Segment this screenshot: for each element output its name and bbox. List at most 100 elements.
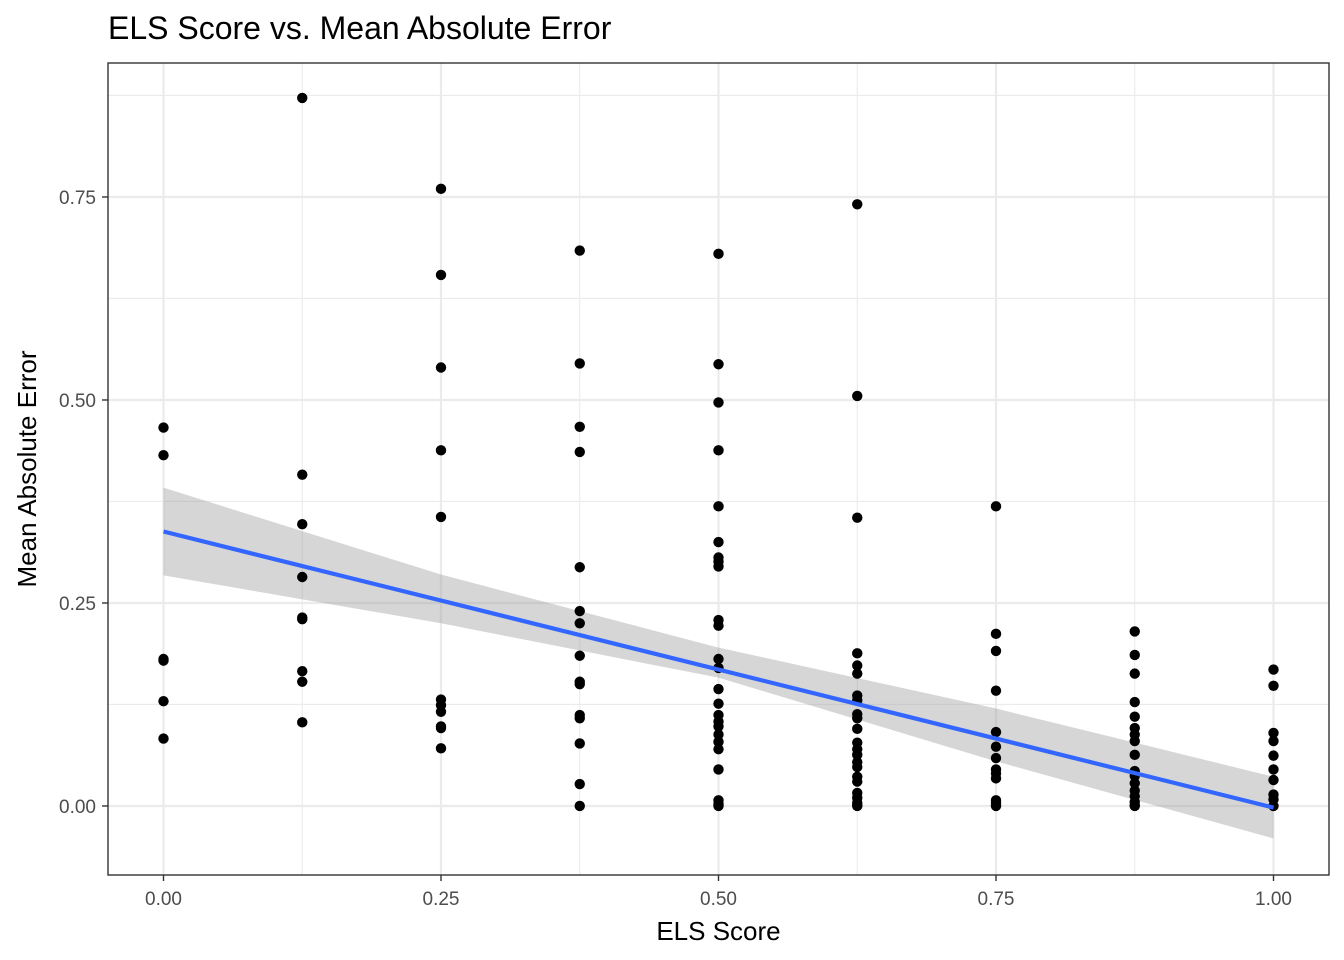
data-point [435, 445, 447, 456]
data-point [713, 536, 724, 548]
data-point [713, 736, 724, 748]
data-point [713, 764, 724, 775]
y-tick-label: 0.50 [59, 391, 96, 412]
data-point [990, 752, 1002, 764]
y-axis: 0.00 0.25 0.50 0.75 [59, 188, 108, 818]
data-point [297, 519, 308, 530]
data-point [990, 628, 1002, 640]
data-point [1268, 680, 1279, 692]
data-point [852, 749, 863, 761]
data-point [852, 660, 863, 671]
data-point [574, 562, 585, 573]
data-point [297, 571, 308, 583]
data-point [435, 269, 447, 281]
x-tick-label: 0.25 [423, 889, 460, 910]
y-axis-title: Mean Absolute Error [12, 350, 42, 587]
data-point [852, 668, 863, 679]
data-point [713, 248, 724, 260]
data-point [713, 445, 724, 456]
data-point [713, 743, 724, 755]
data-point [713, 397, 724, 408]
data-point [435, 511, 447, 523]
data-point [713, 683, 724, 695]
data-point [1129, 800, 1140, 812]
data-point [1268, 764, 1279, 775]
data-point [990, 800, 1002, 812]
y-tick-label: 0.00 [59, 797, 96, 818]
data-point [158, 733, 169, 744]
data-point [1268, 750, 1279, 761]
data-point [574, 713, 585, 724]
data-point [852, 776, 863, 787]
data-point [852, 723, 863, 735]
data-point [852, 800, 863, 812]
x-axis: 0.00 0.25 0.50 0.75 1.00 [145, 875, 1292, 910]
data-point [435, 706, 447, 717]
data-point [990, 501, 1002, 512]
data-points [158, 92, 1279, 812]
x-axis-title: ELS Score [656, 916, 780, 946]
data-point [1129, 649, 1140, 661]
data-point [435, 183, 447, 195]
data-point [574, 678, 585, 690]
data-point [574, 245, 585, 256]
data-point [297, 676, 308, 687]
data-point [158, 449, 169, 461]
data-point [574, 358, 585, 369]
data-point [574, 650, 585, 661]
data-point [574, 738, 585, 749]
data-point [852, 761, 863, 773]
data-point [1268, 735, 1279, 747]
data-point [852, 199, 863, 210]
data-point [435, 362, 447, 373]
data-point [852, 648, 863, 659]
data-point [713, 729, 724, 740]
data-point [1129, 749, 1140, 761]
data-point [158, 696, 169, 707]
data-point [990, 685, 1002, 696]
chart-title: ELS Score vs. Mean Absolute Error [108, 10, 612, 46]
data-point [297, 92, 308, 104]
data-point [852, 512, 863, 523]
data-point [435, 722, 447, 734]
data-point [574, 446, 585, 458]
data-point [1268, 774, 1279, 786]
data-point [297, 717, 308, 728]
data-point [990, 773, 1002, 784]
x-tick-label: 1.00 [1255, 889, 1292, 910]
data-point [713, 501, 724, 512]
trend-line [162, 529, 1275, 810]
data-point [574, 800, 585, 812]
data-point [990, 741, 1002, 752]
data-point [852, 390, 863, 402]
data-point [713, 653, 724, 665]
data-point [713, 698, 724, 709]
data-point [1268, 727, 1279, 739]
x-tick-label: 0.00 [145, 889, 182, 910]
data-point [297, 469, 308, 480]
data-point [1129, 696, 1140, 708]
data-point [1129, 626, 1140, 637]
data-point [713, 359, 724, 370]
data-point [1129, 778, 1140, 789]
y-tick-label: 0.25 [59, 594, 96, 615]
data-point [1129, 735, 1140, 747]
y-tick-label: 0.75 [59, 188, 96, 209]
data-point [297, 665, 308, 677]
data-point [990, 726, 1002, 738]
x-tick-label: 0.75 [978, 889, 1015, 910]
data-point [574, 605, 585, 617]
data-point [1268, 664, 1279, 675]
x-tick-label: 0.50 [700, 889, 737, 910]
data-point [158, 422, 169, 433]
data-point [713, 721, 724, 732]
data-point [574, 421, 585, 432]
data-point [713, 561, 724, 572]
trend-line-layer [162, 529, 1275, 810]
data-point [852, 713, 863, 724]
data-point [990, 645, 1002, 657]
data-point [158, 655, 169, 666]
data-point [574, 778, 585, 790]
data-point [1129, 711, 1140, 722]
